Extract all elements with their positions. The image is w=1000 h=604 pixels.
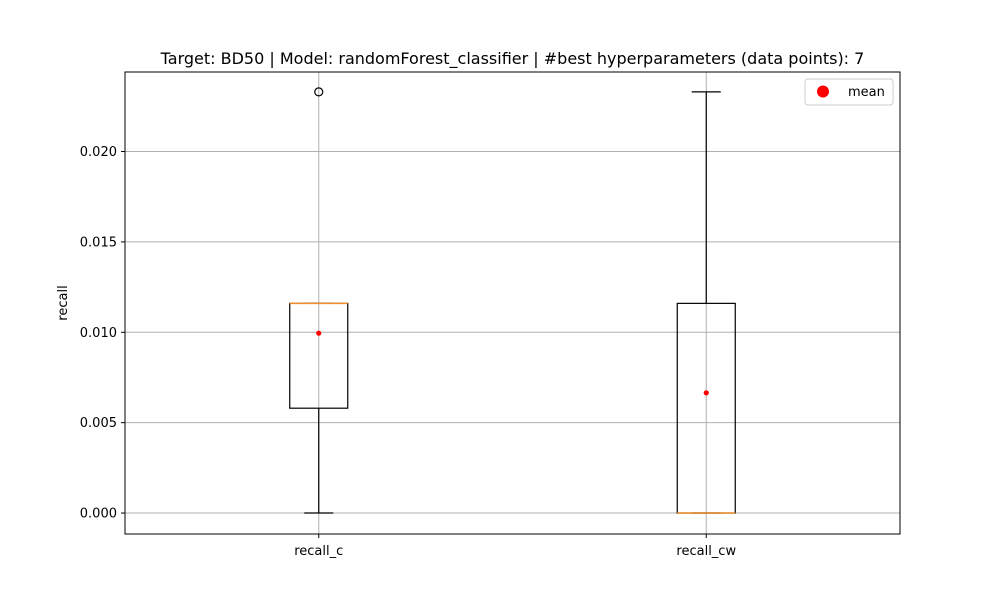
y-axis-label: recall — [56, 285, 71, 320]
box-recall_c — [289, 87, 349, 514]
legend-label-mean: mean — [848, 85, 885, 100]
box-recall_cw — [676, 91, 736, 514]
legend-frame — [804, 78, 894, 106]
y-axis: 0.000 0.005 0.010 0.015 0.020 — [80, 145, 125, 522]
x-tick-label: recall_cw — [676, 544, 736, 559]
y-tick-label: 0.000 — [80, 507, 117, 522]
outlier-point — [314, 87, 324, 97]
mean-marker — [316, 330, 322, 336]
chart-title: Target: BD50 | Model: randomForest_class… — [160, 49, 865, 69]
plot-frame — [124, 71, 901, 535]
legend: mean — [804, 78, 894, 106]
y-tick-label: 0.020 — [80, 145, 117, 160]
legend-marker-mean — [817, 85, 829, 98]
x-tick-label: recall_c — [294, 544, 343, 559]
mean-marker — [703, 390, 709, 396]
y-tick-label: 0.005 — [80, 416, 117, 431]
x-axis: recall_c recall_cw — [294, 534, 736, 559]
box-layer — [289, 87, 736, 514]
y-tick-label: 0.015 — [80, 235, 117, 250]
y-tick-label: 0.010 — [80, 326, 117, 341]
